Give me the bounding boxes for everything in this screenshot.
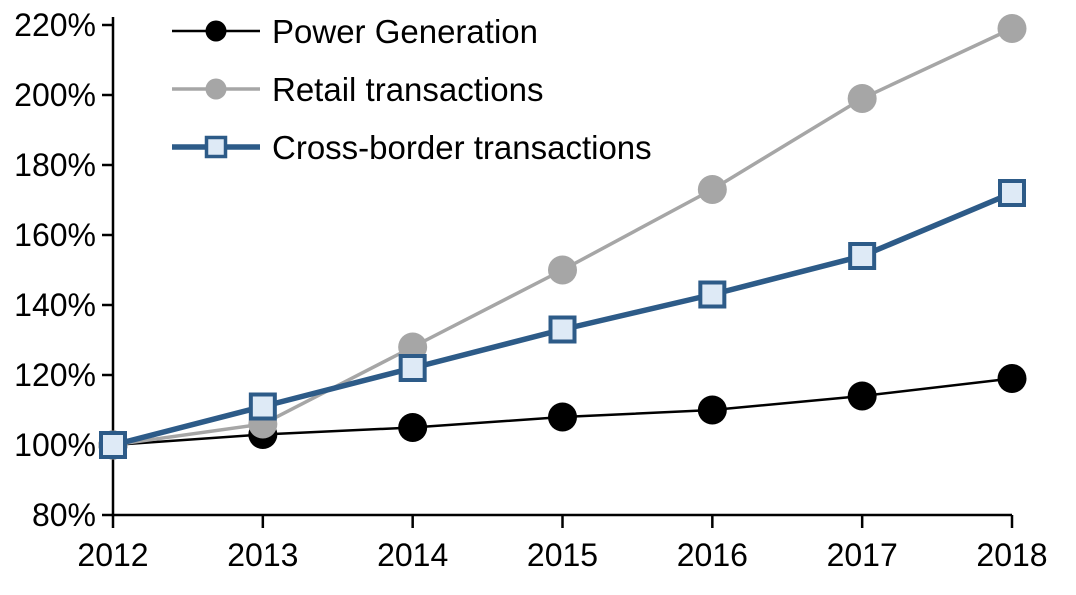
data-point-power-generation-2016 bbox=[697, 395, 727, 425]
y-axis-tick-label: 180% bbox=[14, 147, 96, 183]
data-point-cross-border-transactions-2014 bbox=[398, 354, 427, 382]
data-point-power-generation-2014 bbox=[398, 413, 428, 442]
data-point-cross-border-transactions-2015 bbox=[548, 315, 577, 344]
legend-item-cross-border-transactions: Cross-border transactions bbox=[272, 129, 652, 166]
data-point-power-generation-2015 bbox=[548, 402, 577, 432]
legend-marker-circle-icon-power-generation bbox=[205, 20, 227, 42]
x-axis-tick-label: 2017 bbox=[827, 537, 898, 573]
data-point-cross-border-transactions-2013 bbox=[248, 392, 277, 421]
y-axis-tick-label: 140% bbox=[14, 287, 96, 323]
x-axis-tick-label: 2014 bbox=[377, 537, 448, 573]
data-point-cross-border-transactions-2017 bbox=[848, 242, 877, 270]
y-axis-tick-label: 220% bbox=[14, 7, 96, 43]
data-point-retail-transactions-2016 bbox=[697, 175, 727, 204]
legend-item-power-generation: Power Generation bbox=[272, 13, 538, 50]
y-axis-tick-label: 160% bbox=[14, 217, 96, 253]
y-axis-tick-label: 120% bbox=[14, 357, 96, 393]
legend-marker-square-icon-cross-border-transactions bbox=[204, 135, 228, 159]
y-axis-tick-label: 200% bbox=[14, 77, 96, 113]
y-axis-tick-label: 80% bbox=[32, 497, 96, 533]
data-point-retail-transactions-2017 bbox=[847, 84, 877, 113]
x-axis-tick-label: 2015 bbox=[527, 537, 598, 573]
y-axis-tick-label: 100% bbox=[14, 427, 96, 463]
data-point-power-generation-2018 bbox=[997, 364, 1027, 393]
data-point-retail-transactions-2015 bbox=[548, 255, 577, 285]
series-line-retail-transactions bbox=[112, 26, 1013, 447]
x-axis-tick-label: 2016 bbox=[677, 537, 748, 573]
x-axis-tick-label: 2013 bbox=[227, 537, 298, 573]
data-point-retail-transactions-2018 bbox=[997, 14, 1027, 43]
legend-marker-circle-icon-retail-transactions bbox=[205, 78, 227, 100]
data-point-power-generation-2017 bbox=[847, 381, 877, 411]
data-point-cross-border-transactions-2012 bbox=[99, 431, 127, 459]
data-point-cross-border-transactions-2016 bbox=[698, 280, 727, 309]
x-axis-tick-label: 2012 bbox=[77, 537, 148, 573]
legend-item-retail-transactions: Retail transactions bbox=[272, 71, 543, 108]
data-point-cross-border-transactions-2018 bbox=[998, 179, 1026, 207]
x-axis-tick-label: 2018 bbox=[976, 537, 1047, 573]
